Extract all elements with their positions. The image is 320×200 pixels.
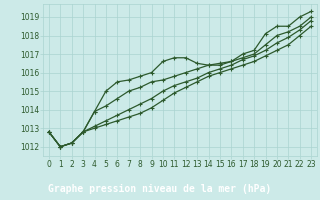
Text: Graphe pression niveau de la mer (hPa): Graphe pression niveau de la mer (hPa) <box>48 184 272 194</box>
